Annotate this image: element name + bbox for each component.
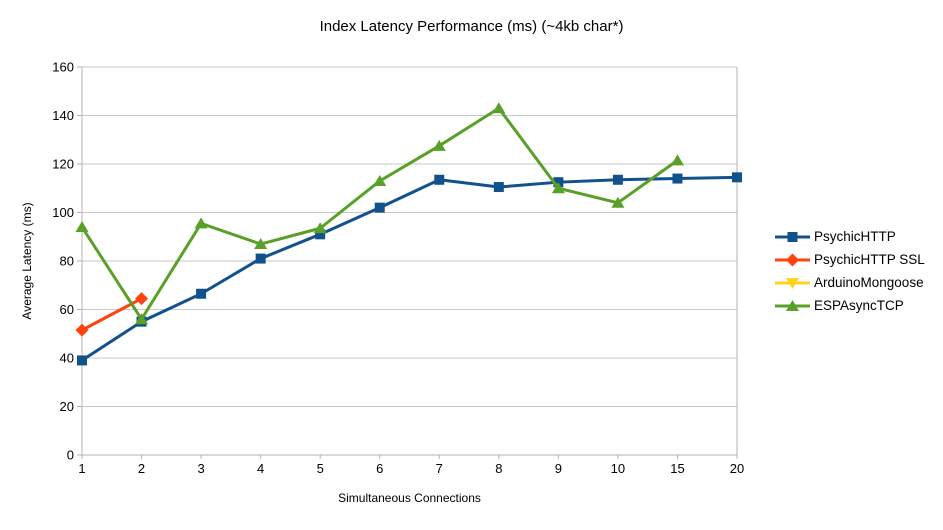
y-tick-label: 140 [52,108,74,123]
y-tick-label: 60 [60,302,74,317]
legend-label-arduinomongoose: ArduinoMongoose [814,275,924,290]
legend-item-arduinomongoose: ArduinoMongoose [775,274,925,291]
x-axis-title: Simultaneous Connections [338,491,481,505]
legend-label-espasynctcp: ESPAsyncTCP [814,298,904,313]
legend-label-psychichttp-ssl: PsychicHTTP SSL [814,252,925,267]
x-tick-label: 8 [495,461,502,476]
series-psychichttp [77,172,742,366]
x-tick-label: 20 [730,461,744,476]
x-tick-label: 10 [611,461,625,476]
x-tick-label: 2 [138,461,145,476]
x-tick-label: 7 [436,461,443,476]
line-triangle-up-marker-icon [775,299,810,311]
x-tick-label: 5 [317,461,324,476]
series-espasynctcp [75,102,684,325]
legend: PsychicHTTP PsychicHTTP SSL ArduinoMongo… [775,228,925,314]
x-tick-label: 4 [257,461,264,476]
line-square-marker-icon [775,231,810,242]
x-tick-label: 15 [670,461,684,476]
legend-item-psychichttp-ssl: PsychicHTTP SSL [775,251,925,268]
line-triangle-down-marker-icon [775,277,810,289]
x-tick-label: 6 [376,461,383,476]
legend-label-psychichttp: PsychicHTTP [814,229,896,244]
y-tick-label: 80 [60,254,74,269]
y-tick-label: 100 [52,205,74,220]
legend-item-psychichttp: PsychicHTTP [775,228,925,245]
y-tick-label: 40 [60,351,74,366]
chart-title: Index Latency Performance (ms) (~4kb cha… [319,18,624,35]
legend-item-espasynctcp: ESPAsyncTCP [775,297,925,314]
x-tick-label: 3 [197,461,204,476]
y-tick-label: 20 [60,399,74,414]
y-tick-label: 0 [67,448,74,463]
x-tick-label: 9 [555,461,562,476]
x-tick-label: 1 [78,461,85,476]
y-tick-label: 120 [52,157,74,172]
y-tick-label: 160 [52,60,74,75]
line-diamond-marker-icon [775,253,810,266]
